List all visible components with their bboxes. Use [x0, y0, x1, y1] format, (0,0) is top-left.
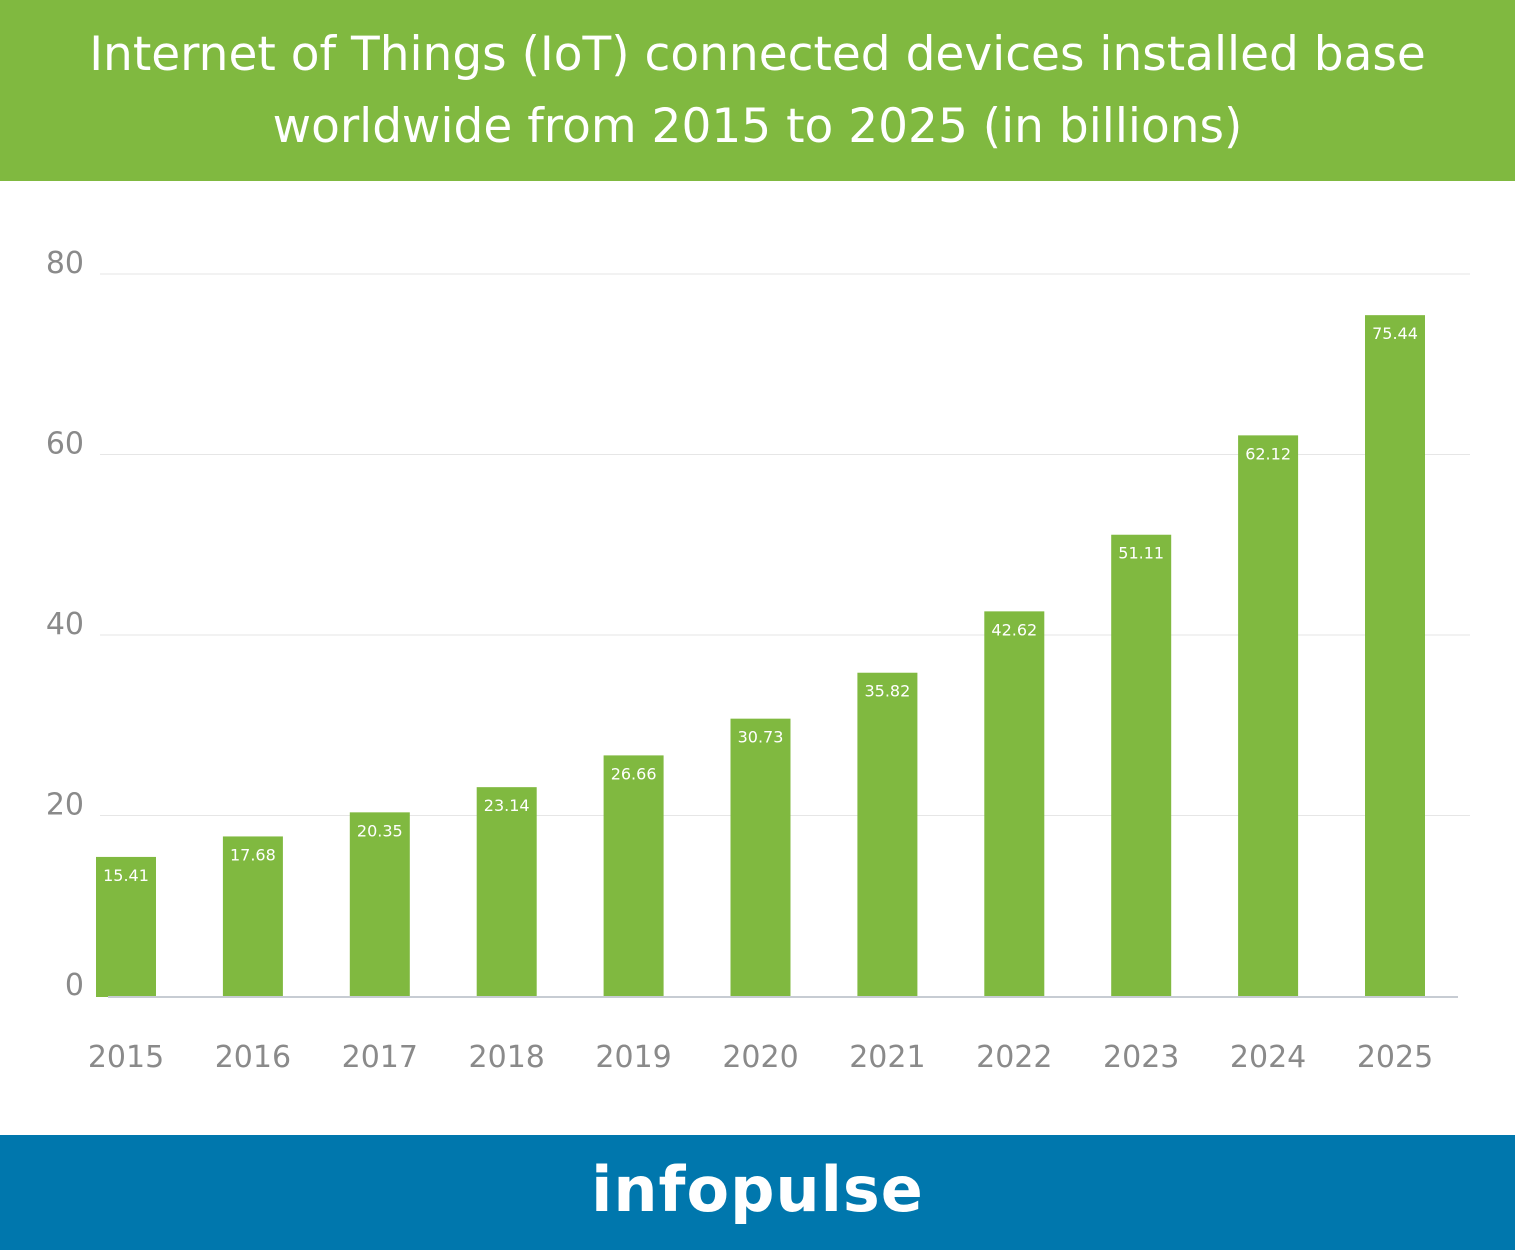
- bar-value-label-2019: 26.66: [611, 764, 657, 783]
- bar-2015: [96, 856, 156, 997]
- x-tick-label-2025: 2025: [1357, 1040, 1433, 1075]
- bar-value-label-2023: 51.11: [1118, 544, 1164, 563]
- bar-2022: [984, 611, 1045, 997]
- x-tick-label-2019: 2019: [595, 1040, 671, 1075]
- y-tick-label-40: 40: [46, 607, 84, 642]
- bar-2017: [349, 812, 410, 997]
- bar-value-label-2022: 42.62: [991, 620, 1037, 639]
- bar-2023: [1111, 534, 1172, 997]
- bar-2021: [857, 672, 918, 997]
- bars: [96, 315, 1425, 997]
- bar-value-label-2025: 75.44: [1372, 324, 1418, 343]
- bar-2024: [1238, 435, 1299, 997]
- bar-value-label-2015: 15.41: [103, 866, 149, 885]
- bar-2025: [1365, 315, 1425, 997]
- footer-bar: infopulse: [0, 1135, 1515, 1250]
- x-tick-label-2020: 2020: [722, 1040, 798, 1075]
- x-axis-ticks: 2015 2016 2017 2018 2019 2020 2021 2022 2023 2024…: [88, 1040, 1433, 1075]
- bar-2020: [730, 718, 791, 997]
- bar-value-label-2021: 35.82: [864, 682, 910, 701]
- bar-value-label-2017: 20.35: [357, 821, 403, 840]
- y-tick-label-20: 20: [46, 788, 84, 823]
- bar-chart: 0 20 40 60 80 15.41 17.68 20.35 23.14 26.66 30.73…: [46, 246, 1470, 1075]
- y-axis-ticks: 0 20 40 60 80: [46, 246, 84, 1003]
- x-tick-label-2016: 2016: [215, 1040, 291, 1075]
- x-tick-label-2015: 2015: [88, 1040, 164, 1075]
- y-tick-label-60: 60: [46, 427, 84, 462]
- bar-value-labels: 15.41 17.68 20.35 23.14 26.66 30.73 35.82 42.62…: [103, 324, 1418, 885]
- x-tick-label-2018: 2018: [469, 1040, 545, 1075]
- bar-2016: [222, 836, 283, 997]
- bar-value-label-2024: 62.12: [1245, 444, 1291, 463]
- chart-header: Internet of Things (IoT) connected devic…: [0, 0, 1515, 181]
- x-tick-label-2023: 2023: [1103, 1040, 1179, 1075]
- chart-title: Internet of Things (IoT) connected devic…: [89, 26, 1426, 154]
- brand-logo: infopulse: [591, 1153, 924, 1226]
- x-tick-label-2022: 2022: [976, 1040, 1052, 1075]
- bar-value-label-2018: 23.14: [484, 796, 530, 815]
- x-tick-label-2024: 2024: [1230, 1040, 1306, 1075]
- bar-2019: [603, 755, 664, 997]
- chart-area: 0 20 40 60 80 15.41 17.68 20.35 23.14 26.66 30.73…: [0, 181, 1515, 1135]
- y-tick-label-0: 0: [65, 968, 84, 1003]
- x-tick-label-2021: 2021: [849, 1040, 925, 1075]
- x-tick-label-2017: 2017: [342, 1040, 418, 1075]
- y-tick-label-80: 80: [46, 246, 84, 281]
- bar-value-label-2020: 30.73: [738, 728, 784, 747]
- bar-value-label-2016: 17.68: [230, 845, 276, 864]
- bar-2018: [476, 787, 537, 997]
